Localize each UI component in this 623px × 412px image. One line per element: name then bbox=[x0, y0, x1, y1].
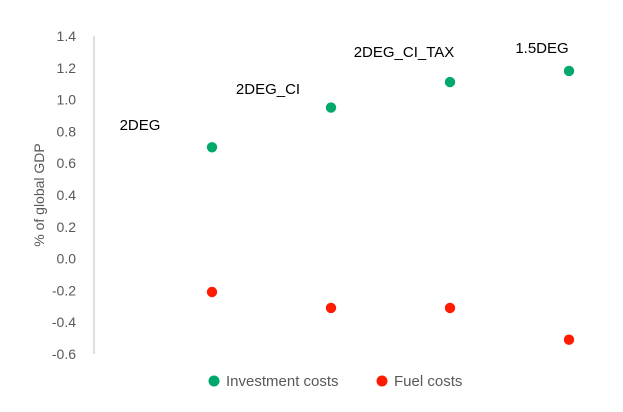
y-tick-label: 0.0 bbox=[57, 251, 77, 267]
y-axis-ticks: -0.6 -0.4 -0.2 0.0 0.2 0.4 0.6 0.8 1.0 1.2 1.4 bbox=[52, 28, 76, 362]
y-tick-label: 0.4 bbox=[57, 187, 77, 203]
investment-cost-point bbox=[325, 101, 337, 114]
category-annotation: 2DEG_CI_TAX bbox=[354, 44, 455, 61]
category-annotation: 2DEG_CI bbox=[236, 81, 300, 98]
fuel-cost-point bbox=[444, 302, 456, 314]
legend-marker bbox=[376, 375, 388, 387]
legend-label: Fuel costs bbox=[394, 373, 462, 390]
fuel-cost-point bbox=[563, 333, 575, 346]
y-tick-label: 0.2 bbox=[57, 219, 77, 235]
investment-cost-point bbox=[563, 65, 575, 77]
data-points bbox=[206, 65, 575, 346]
fuel-cost-point bbox=[325, 302, 337, 314]
legend: Investment costs Fuel costs bbox=[208, 373, 462, 390]
y-tick-label: -0.2 bbox=[52, 282, 76, 298]
y-tick-label: 1.2 bbox=[57, 60, 77, 76]
fuel-cost-point bbox=[206, 286, 218, 298]
y-tick-label: -0.4 bbox=[52, 314, 76, 330]
category-annotation: 2DEG bbox=[120, 117, 161, 134]
legend-label: Investment costs bbox=[226, 373, 339, 390]
investment-cost-point bbox=[206, 141, 218, 154]
category-annotations: 2DEG 2DEG_CI 2DEG_CI_TAX 1.5DEG bbox=[120, 40, 569, 134]
investment-cost-point bbox=[444, 76, 456, 88]
y-tick-label: 0.6 bbox=[57, 155, 77, 171]
legend-marker bbox=[208, 375, 220, 387]
y-tick-label: 1.0 bbox=[57, 92, 77, 108]
y-tick-label: 1.4 bbox=[57, 28, 77, 44]
y-tick-label: -0.6 bbox=[52, 346, 76, 362]
y-tick-label: 0.8 bbox=[57, 123, 77, 139]
y-axis-title: % of global GDP bbox=[31, 143, 47, 247]
category-annotation: 1.5DEG bbox=[515, 40, 568, 57]
